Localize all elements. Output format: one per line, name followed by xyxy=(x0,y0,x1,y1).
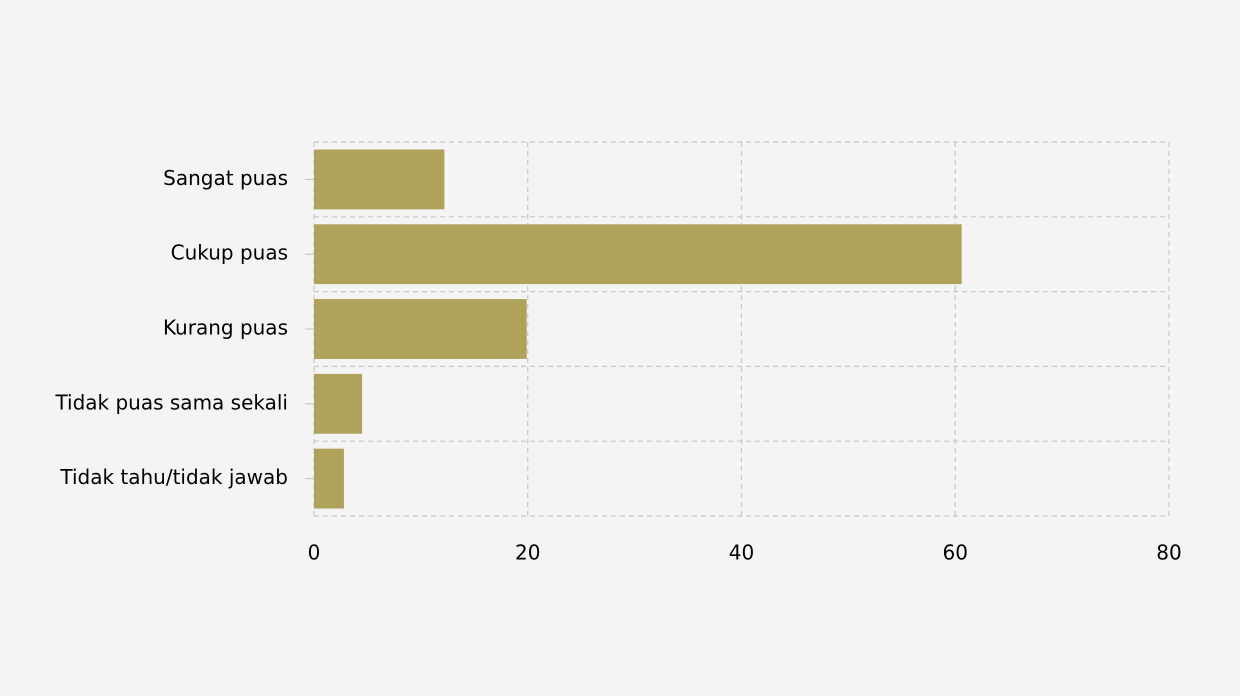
bar xyxy=(314,149,445,210)
bar xyxy=(314,373,363,434)
y-tick-label: Cukup puas xyxy=(171,241,288,265)
x-tick-label: 80 xyxy=(1156,541,1181,565)
bar xyxy=(314,299,527,359)
bar xyxy=(314,448,344,509)
bar xyxy=(314,224,962,285)
y-tick-label: Kurang puas xyxy=(163,316,288,340)
y-tick-label: Tidak puas sama sekali xyxy=(54,390,288,414)
x-tick-label: 60 xyxy=(943,541,968,565)
y-tick-label: Tidak tahu/tidak jawab xyxy=(59,465,288,489)
x-tick-label: 20 xyxy=(515,541,540,565)
x-tick-label: 0 xyxy=(308,541,321,565)
x-tick-label: 40 xyxy=(729,541,754,565)
y-tick-label: Sangat puas xyxy=(163,166,288,190)
